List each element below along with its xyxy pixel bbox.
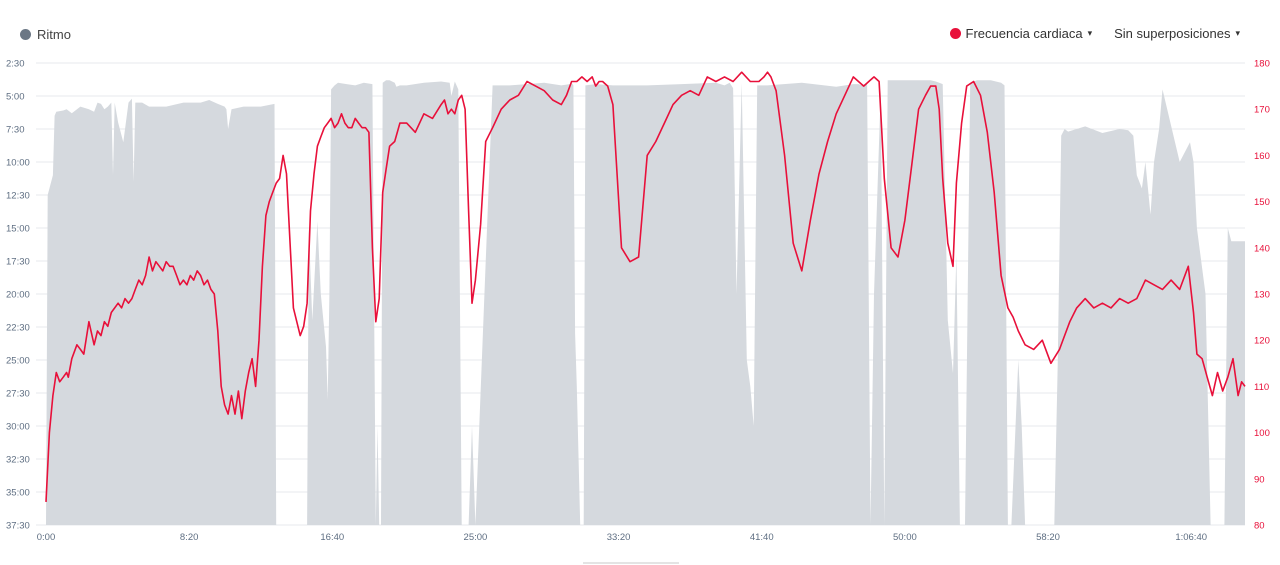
right-tick-label: 100 [1254,428,1270,439]
right-tick-label: 140 [1254,243,1270,254]
x-tick-label: 0:00 [37,532,56,543]
left-tick-label: 17:30 [6,257,30,268]
right-tick-label: 160 [1254,151,1270,162]
left-tick-label: 5:00 [6,92,25,103]
left-tick-label: 2:30 [6,59,25,70]
x-tick-label: 16:40 [320,532,344,543]
heart-rate-line [45,71,1246,502]
overlay-dropdown-label: Sin superposiciones [1114,26,1231,41]
x-tick-label: 1:06:40 [1175,532,1207,543]
pace-legend-dot [20,29,31,40]
chart-scrollbar[interactable] [583,562,679,564]
right-tick-label: 80 [1254,521,1265,532]
right-tick-label: 130 [1254,290,1270,301]
left-tick-label: 15:00 [6,224,30,235]
chevron-down-icon: ▾ [1235,28,1240,38]
x-axis-ticks: 0:00 8:20 16:40 25:00 33:20 41:40 50:00 58:20 1:… [37,532,1207,543]
x-tick-label: 41:40 [750,532,774,543]
left-tick-label: 30:00 [6,422,30,433]
pace-area [46,80,1245,525]
right-tick-label: 90 [1254,474,1265,485]
chevron-down-icon: ▾ [1087,28,1093,38]
left-tick-label: 32:30 [6,455,30,466]
left-tick-label: 22:30 [6,323,30,334]
left-tick-label: 35:00 [6,488,30,499]
right-tick-label: 120 [1254,336,1270,347]
right-tick-label: 150 [1254,197,1270,208]
x-tick-label: 50:00 [893,532,917,543]
right-tick-label: 180 [1254,59,1270,70]
left-axis-ticks: 2:30 5:00 7:30 10:00 12:30 15:00 17:30 20:00 22:… [6,59,30,532]
x-tick-label: 33:20 [607,532,631,543]
legend-right: Frecuencia cardiaca ▾ Sin superposicione… [949,26,1240,41]
pace-area-layer [46,80,1245,525]
heart-rate-dropdown[interactable]: Frecuencia cardiaca ▾ [949,26,1093,41]
pace-legend-label: Ritmo [37,27,71,42]
heart-rate-legend-dot [949,28,961,39]
right-tick-label: 170 [1254,105,1270,116]
left-tick-label: 12:30 [6,191,30,202]
x-tick-label: 58:20 [1036,532,1060,543]
x-tick-label: 8:20 [180,532,199,543]
left-tick-label: 27:30 [6,389,30,400]
right-axis-ticks: 180 170 160 150 140 130 120 110 100 90 80 [1254,59,1270,532]
left-tick-label: 37:30 [6,521,30,532]
left-tick-label: 20:00 [6,290,30,301]
left-tick-label: 25:00 [6,356,30,367]
left-tick-label: 7:30 [6,125,25,136]
left-tick-label: 10:00 [6,158,30,169]
x-tick-label: 25:00 [464,532,488,543]
legend-pace[interactable]: Ritmo [20,27,71,42]
right-tick-label: 110 [1254,382,1269,393]
heart-rate-line-layer [45,71,1246,502]
heart-rate-legend-label: Frecuencia cardiaca [965,26,1083,41]
overlay-dropdown[interactable]: Sin superposiciones ▾ [1114,26,1240,41]
